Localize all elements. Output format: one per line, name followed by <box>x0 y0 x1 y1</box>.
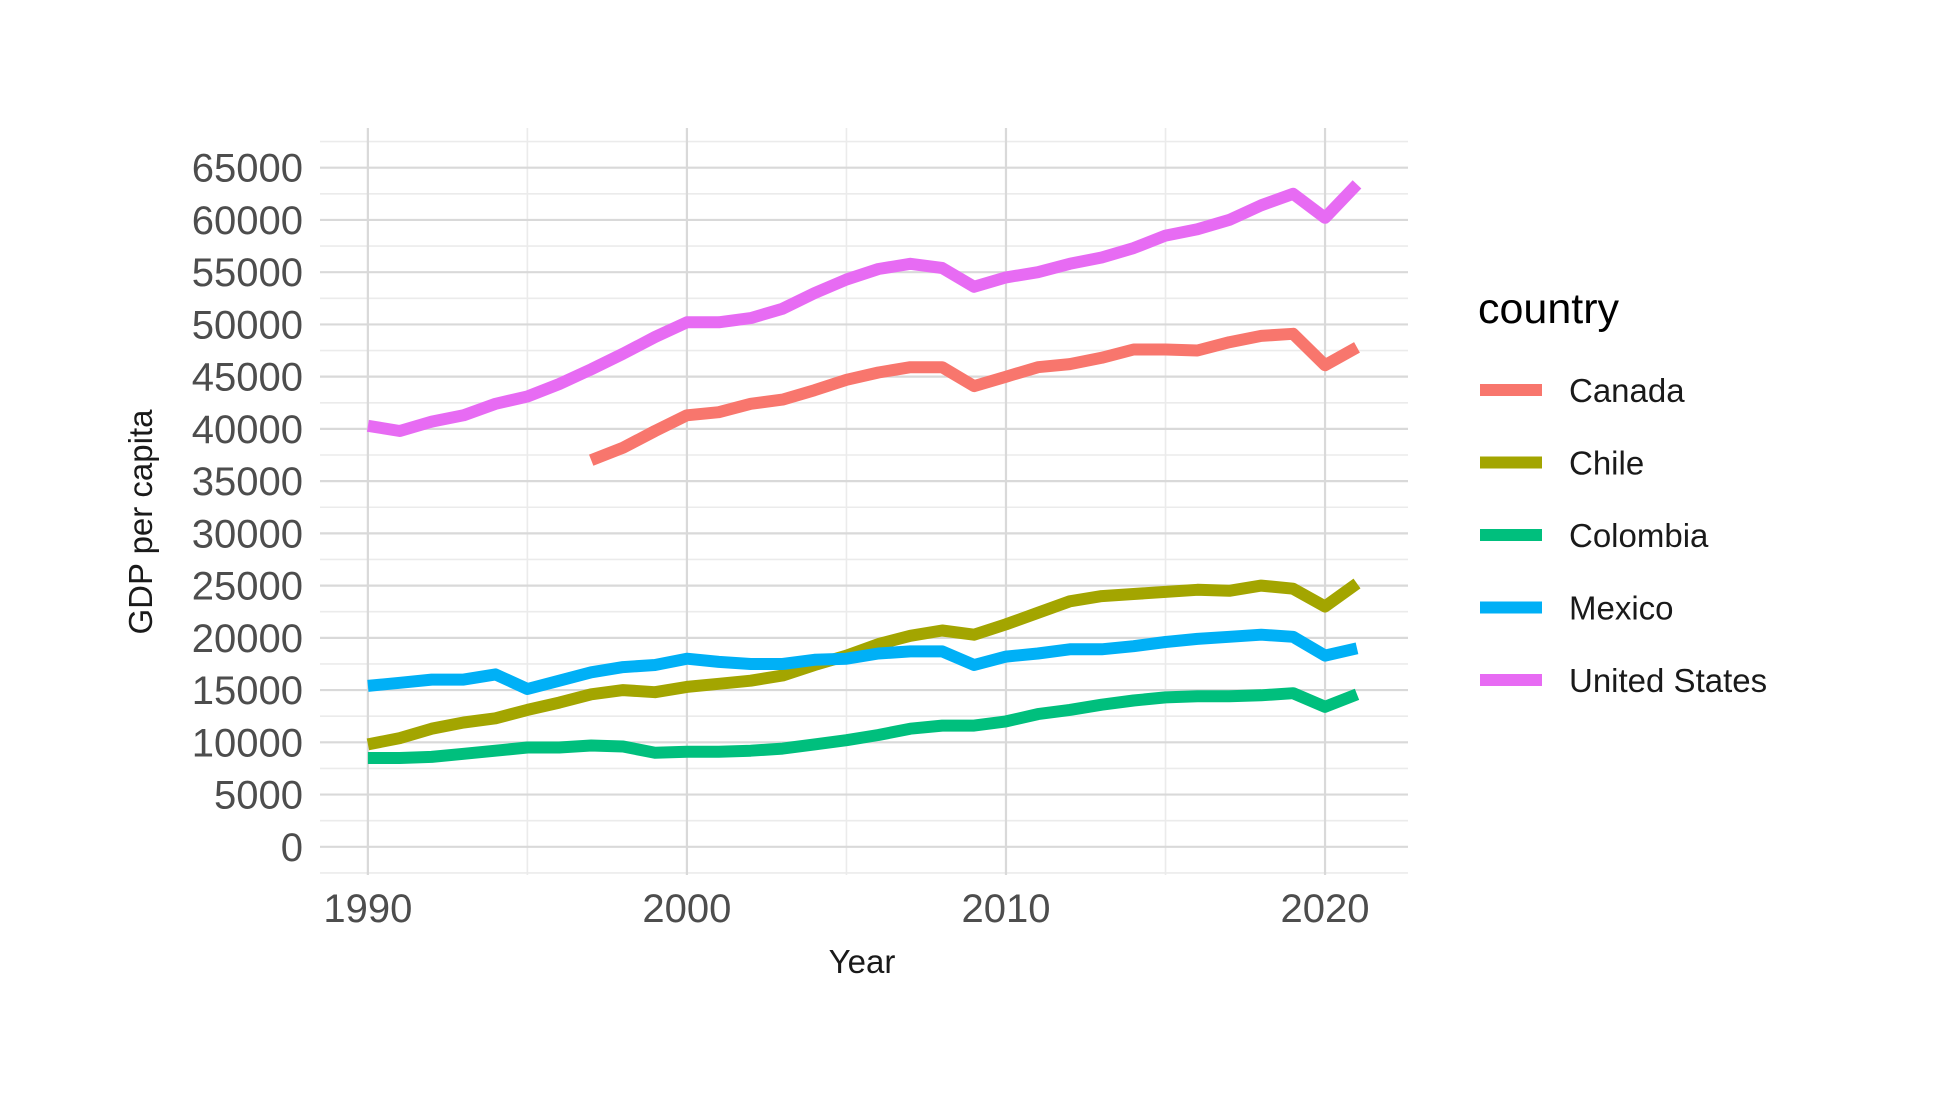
series-line-mexico <box>368 635 1357 689</box>
y-tick-label: 20000 <box>192 617 303 661</box>
legend-items: Canada Chile Colombia Mexico United States <box>1480 372 1767 699</box>
legend-label-chile: Chile <box>1569 445 1644 482</box>
x-axis-tick-labels: 1990 2000 2010 2020 <box>323 887 1369 931</box>
series-line-canada <box>591 334 1357 460</box>
y-tick-label: 55000 <box>192 251 303 295</box>
legend-label-colombia: Colombia <box>1569 517 1709 554</box>
minor-gridlines <box>320 128 1408 875</box>
y-tick-label: 0 <box>281 826 303 870</box>
y-axis-tick-labels: 0 5000 10000 15000 20000 25000 30000 35000 40000… <box>192 147 303 870</box>
x-axis-title: Year <box>829 943 896 980</box>
series-lines <box>368 184 1357 758</box>
y-tick-label: 30000 <box>192 512 303 556</box>
y-tick-label: 50000 <box>192 303 303 347</box>
x-tick-label: 2000 <box>642 887 731 931</box>
legend-title: country <box>1478 285 1620 333</box>
y-tick-label: 15000 <box>192 669 303 713</box>
y-tick-label: 65000 <box>192 147 303 191</box>
major-gridlines <box>320 128 1408 875</box>
y-tick-label: 25000 <box>192 565 303 609</box>
y-tick-label: 35000 <box>192 460 303 504</box>
x-tick-label: 2010 <box>961 887 1050 931</box>
series-line-united-states <box>368 184 1357 431</box>
y-tick-label: 10000 <box>192 721 303 765</box>
legend: country Canada Chile Colombia Mexico United … <box>1478 285 1767 699</box>
legend-label-canada: Canada <box>1569 372 1685 409</box>
legend-label-mexico: Mexico <box>1569 590 1674 627</box>
x-tick-label: 1990 <box>323 887 412 931</box>
y-tick-label: 5000 <box>214 774 303 818</box>
y-tick-label: 60000 <box>192 199 303 243</box>
y-axis-title: GDP per capita <box>122 409 159 635</box>
x-tick-label: 2020 <box>1281 887 1370 931</box>
y-tick-label: 45000 <box>192 356 303 400</box>
series-line-colombia <box>368 693 1357 758</box>
legend-label-united-states: United States <box>1569 662 1767 699</box>
y-tick-label: 40000 <box>192 408 303 452</box>
